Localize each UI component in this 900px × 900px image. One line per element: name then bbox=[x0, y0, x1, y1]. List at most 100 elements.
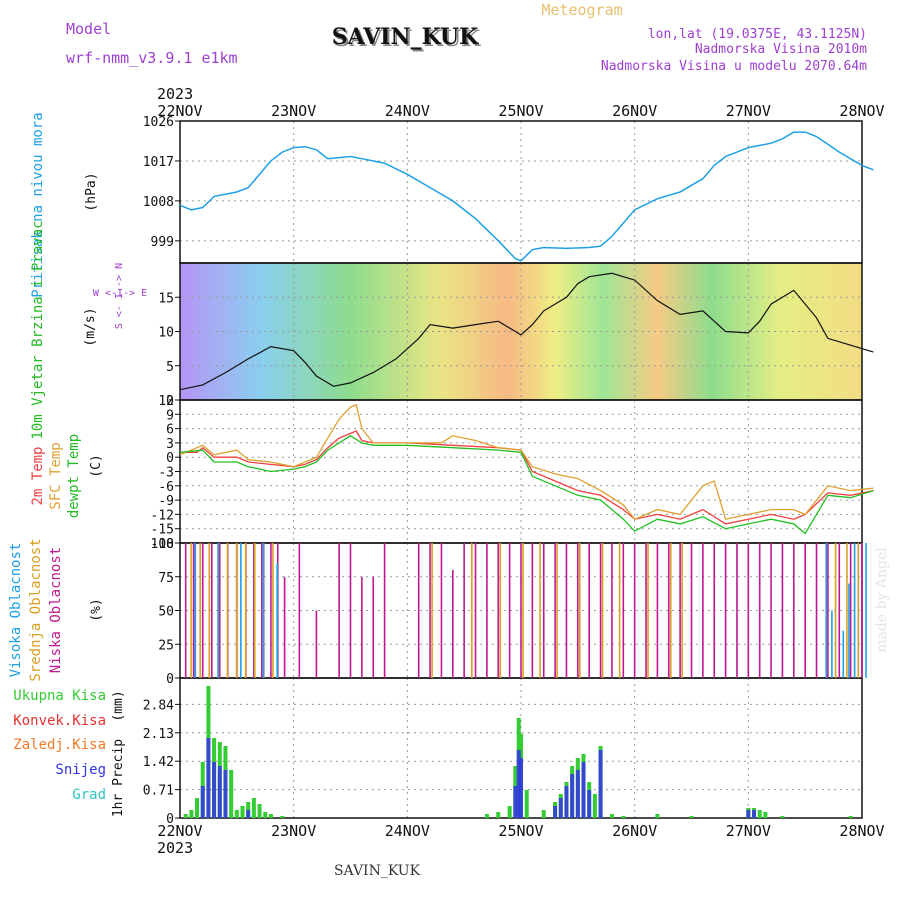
y-tick-label: 0 bbox=[166, 812, 174, 827]
precip-total-bar bbox=[763, 812, 768, 818]
y-tick-label: -3 bbox=[158, 466, 174, 481]
temp-ylabel-sfc: SFC Temp bbox=[48, 442, 64, 509]
wind-compass-we: W <-I-> E bbox=[93, 288, 147, 299]
wind-ylabel-1: 10m Vjetar Brzina i Pravac bbox=[30, 220, 46, 439]
precip-total-bar bbox=[189, 810, 194, 818]
precip-total-bar bbox=[263, 812, 268, 818]
precip-snow-bar bbox=[516, 750, 521, 818]
precip-snow-bar bbox=[558, 798, 563, 818]
y-tick-label: 5 bbox=[166, 360, 174, 375]
precip-total-bar bbox=[257, 804, 262, 818]
cloud-unit: (%) bbox=[89, 598, 104, 621]
year-bottom: 2023 bbox=[157, 839, 193, 857]
pressure-ylabel: Pritisak na nivou mora bbox=[30, 112, 46, 297]
precip-snow-bar bbox=[223, 770, 228, 818]
y-tick-label: 1017 bbox=[143, 155, 174, 170]
x-tick-label-top: 26NOV bbox=[612, 102, 657, 120]
y-tick-label: 1008 bbox=[143, 195, 174, 210]
precip-total-bar bbox=[496, 812, 501, 818]
precip-total-bar bbox=[268, 814, 273, 818]
precip-legend-frz: Zaledj.Kisa bbox=[13, 737, 106, 753]
temp-ylabel-2m: 2m Temp bbox=[30, 446, 46, 505]
x-tick-label-top: 23NOV bbox=[271, 102, 316, 120]
y-tick-label: 0 bbox=[166, 451, 174, 466]
y-tick-label: -15 bbox=[151, 523, 174, 538]
precip-total-bar bbox=[689, 816, 694, 818]
wind-unit: (m/s) bbox=[83, 307, 98, 346]
temp-ylabel-dewpt: dewpt Temp bbox=[66, 434, 82, 518]
x-tick-label-top: 27NOV bbox=[726, 102, 771, 120]
y-tick-label: 1.42 bbox=[143, 755, 174, 770]
precip-snow-bar bbox=[598, 750, 603, 818]
x-tick-label-bottom: 22NOV bbox=[157, 822, 202, 840]
precip-snow-bar bbox=[581, 762, 586, 818]
y-tick-label: 100 bbox=[151, 537, 174, 552]
y-tick-label: 0 bbox=[166, 394, 174, 409]
precip-total-bar bbox=[251, 798, 256, 818]
precip-snow-bar bbox=[246, 810, 251, 818]
model-label: Model bbox=[66, 20, 111, 38]
precip-total-bar bbox=[234, 810, 239, 818]
precip-total-bar bbox=[609, 814, 614, 818]
pressure-unit: (hPa) bbox=[84, 172, 99, 211]
wind-speed-line bbox=[179, 272, 874, 391]
precip-snow-bar bbox=[746, 810, 751, 818]
precip-total-bar bbox=[195, 798, 200, 818]
precip-snow-bar bbox=[217, 766, 222, 818]
model-value: wrf-nmm_v3.9.1 e1km bbox=[66, 49, 238, 67]
cloud-ylabel-high: Visoka Oblacnost bbox=[8, 543, 24, 678]
footer-station: SAVIN_KUK bbox=[334, 863, 421, 879]
precip-snow-bar bbox=[587, 790, 592, 818]
precip-legend-grad: Grad bbox=[72, 787, 106, 803]
precip-total-bar bbox=[229, 770, 234, 818]
year-top: 2023 bbox=[157, 85, 193, 103]
x-tick-label-top: 24NOV bbox=[385, 102, 430, 120]
x-tick-label-bottom: 24NOV bbox=[385, 822, 430, 840]
x-tick-label-bottom: 26NOV bbox=[612, 822, 657, 840]
lonlat-label: lon,lat (19.0375E, 43.1125N) bbox=[648, 27, 867, 42]
y-tick-label: 25 bbox=[158, 638, 174, 653]
precip-total-bar bbox=[757, 810, 762, 818]
precip-snow-bar bbox=[519, 758, 523, 818]
y-tick-label: 10 bbox=[158, 326, 174, 341]
y-tick-label: 50 bbox=[158, 605, 174, 620]
y-tick-label: 2.84 bbox=[143, 698, 174, 713]
x-tick-label-top: 28NOV bbox=[839, 102, 884, 120]
precip-total-bar bbox=[848, 816, 853, 818]
precip-total-bar bbox=[484, 814, 489, 818]
precip-legend-snow: Snijeg bbox=[55, 762, 106, 778]
x-tick-label-bottom: 25NOV bbox=[498, 822, 543, 840]
precip-total-bar bbox=[280, 816, 285, 818]
precip-snow-bar bbox=[212, 762, 217, 818]
product-title: Meteogram bbox=[541, 1, 622, 19]
y-tick-label: 9 bbox=[166, 408, 174, 423]
precip-snow-bar bbox=[575, 770, 580, 818]
chart-title: SAVIN_KUK bbox=[334, 26, 481, 52]
y-tick-label: -18 bbox=[151, 537, 174, 552]
y-tick-label: 6 bbox=[166, 423, 174, 438]
precip-legend-conv: Konvek.Kisa bbox=[13, 713, 106, 729]
cloud-ylabel-low: Niska Oblacnost bbox=[48, 547, 64, 673]
model-elevation-label: Nadmorska Visina u modelu 2070.64m bbox=[601, 59, 867, 74]
temp-unit: (C) bbox=[89, 454, 104, 477]
precip-unit: (mm) bbox=[111, 690, 126, 721]
x-tick-label-bottom: 27NOV bbox=[726, 822, 771, 840]
precip-total-bar bbox=[780, 816, 785, 818]
y-tick-label: 75 bbox=[158, 571, 174, 586]
x-tick-label-bottom: 23NOV bbox=[271, 822, 316, 840]
precip-total-bar bbox=[655, 814, 660, 818]
precip-total-bar bbox=[524, 790, 529, 818]
precip-total-bar bbox=[541, 810, 546, 818]
y-tick-label: 15 bbox=[158, 291, 174, 306]
elevation-label: Nadmorska Visina 2010m bbox=[695, 42, 867, 57]
precip-total-bar bbox=[621, 816, 626, 818]
wind-compass-sn: S <- I -> N bbox=[114, 263, 125, 329]
precip-legend-total: Ukupna Kisa bbox=[13, 688, 106, 704]
precip-total-bar bbox=[507, 806, 512, 818]
y-tick-label: -12 bbox=[151, 508, 174, 523]
precip-snow-bar bbox=[513, 786, 518, 818]
credit-label: made by Angel bbox=[874, 547, 890, 653]
y-tick-label: 2.13 bbox=[143, 727, 174, 742]
temp-dewpt-line bbox=[179, 435, 874, 535]
